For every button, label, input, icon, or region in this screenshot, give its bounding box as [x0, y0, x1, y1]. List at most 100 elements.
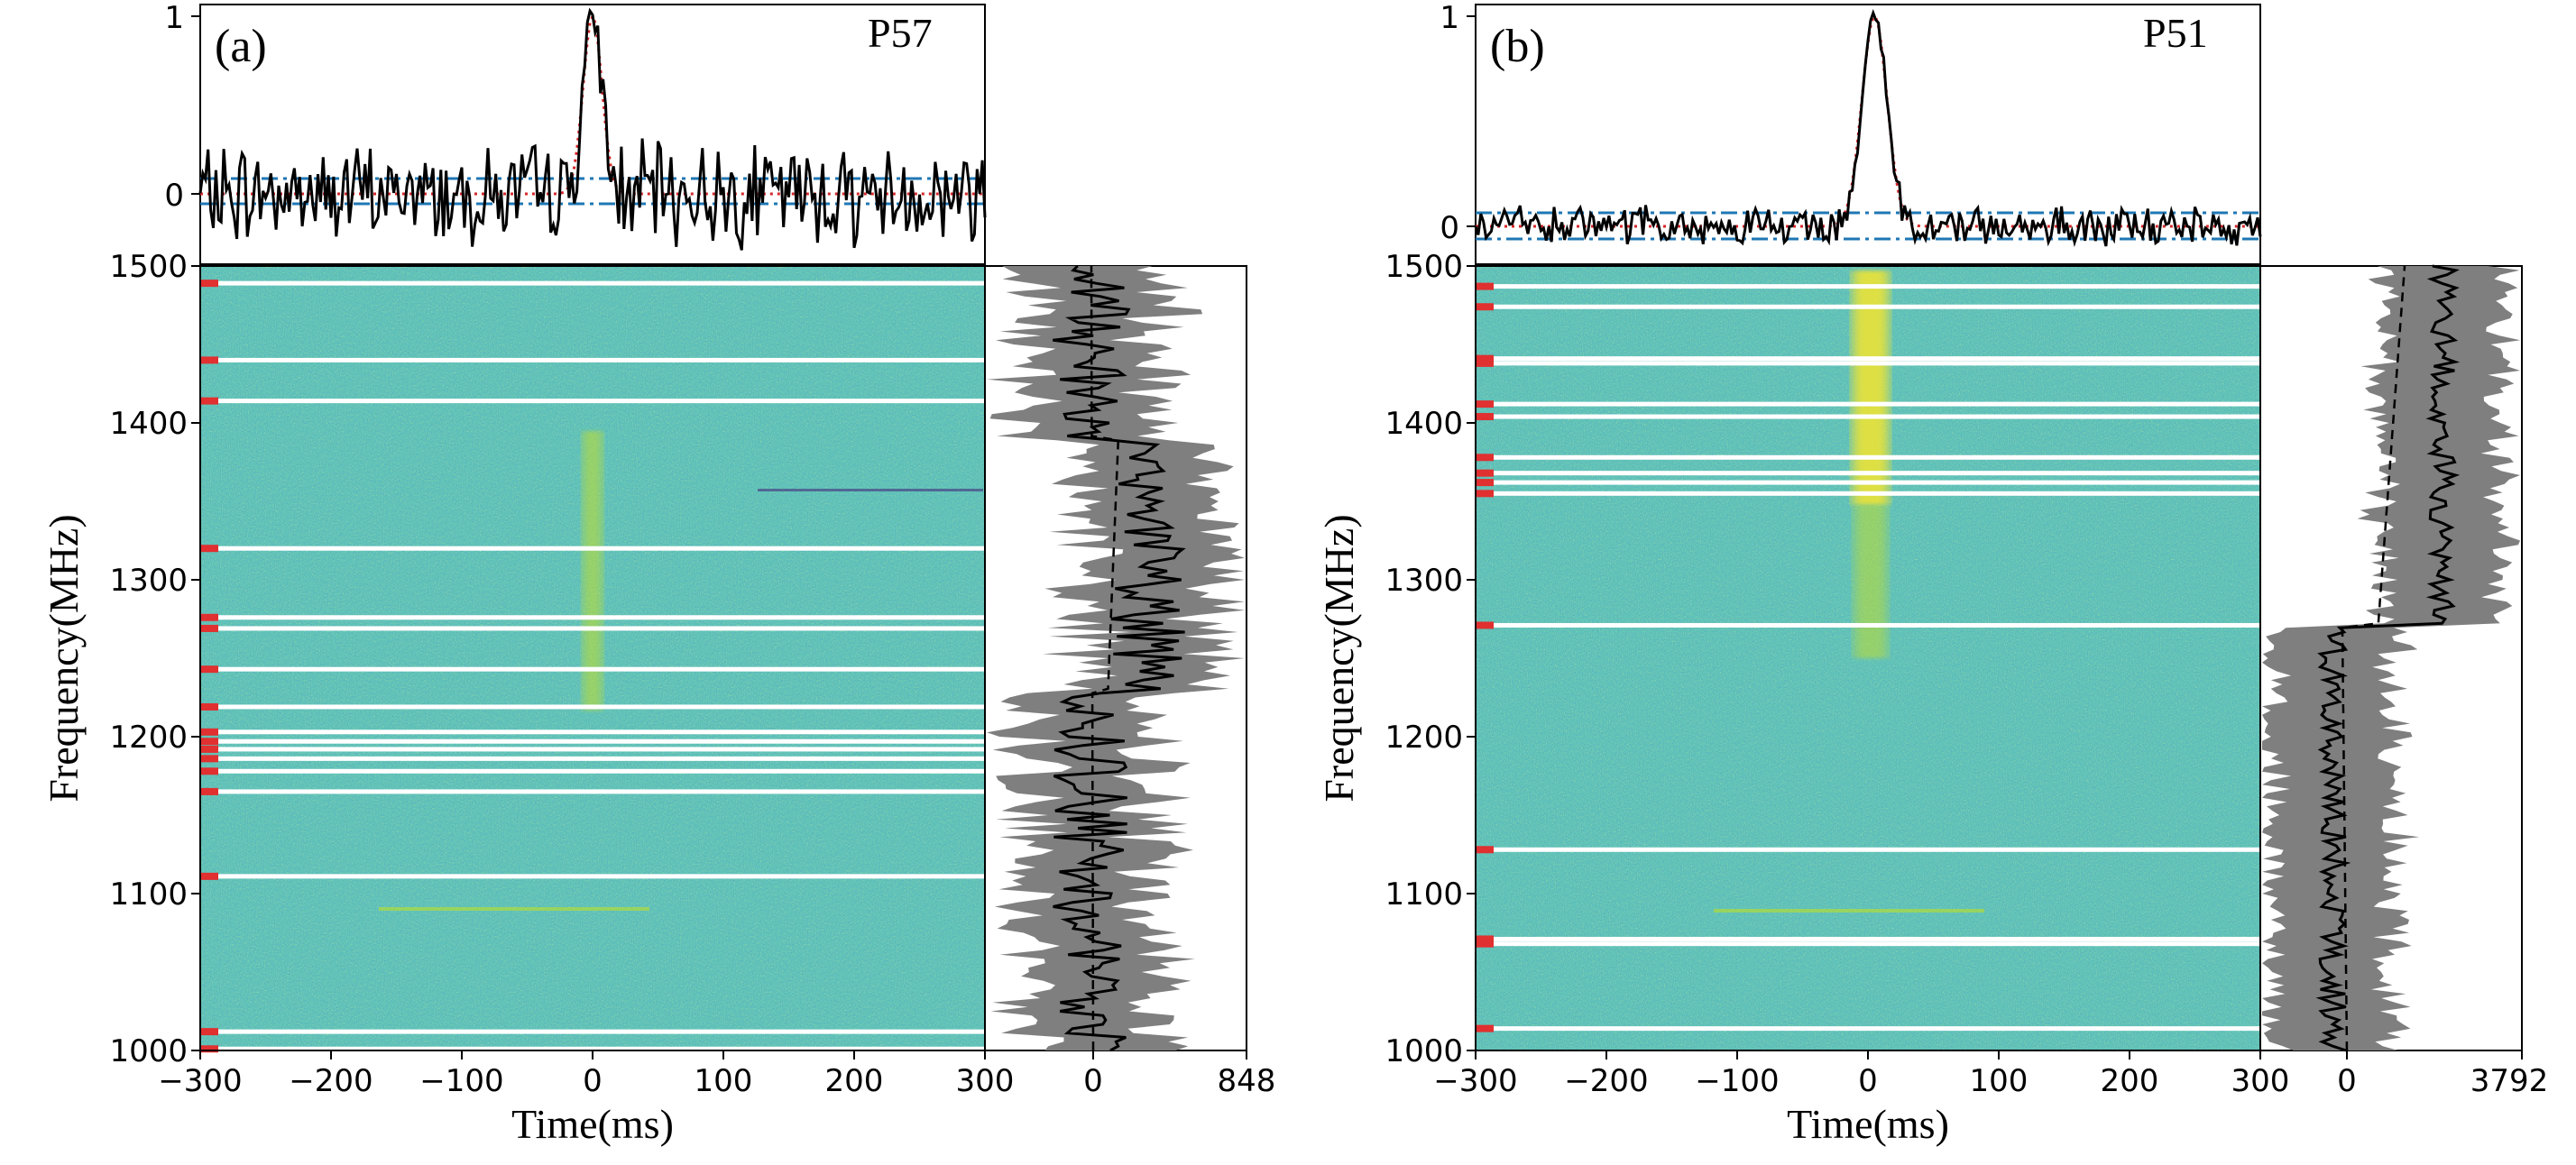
flag-marker: [200, 872, 218, 880]
flag-marker: [200, 624, 218, 632]
x-tick-label: 0: [583, 1063, 603, 1099]
flag-marker: [1476, 354, 1494, 362]
masked-channel: [200, 747, 985, 752]
x-tick-label: 0: [1858, 1063, 1878, 1099]
x-tick-label: 100: [695, 1063, 753, 1099]
masked-channel: [200, 666, 985, 672]
flag-marker: [1476, 454, 1494, 462]
spectrum-fit-a: [1090, 266, 1120, 1050]
masked-channel: [1476, 936, 2260, 941]
y-axis-a: 1000 1100 1200 1300 1400 1500: [109, 249, 200, 1069]
flag-markers-b: [1476, 282, 1494, 1032]
flag-marker: [1476, 1024, 1494, 1032]
x-tick-label: −300: [158, 1063, 242, 1099]
rfi-streak-b: [1714, 909, 1984, 913]
flag-marker: [1476, 490, 1494, 498]
masked-channel: [200, 357, 985, 362]
pulse-signal-b-lower: [1854, 505, 1887, 658]
flag-marker: [200, 1045, 218, 1053]
flag-marker: [1476, 846, 1494, 854]
flag-marker: [200, 755, 218, 763]
y-tick-label: 1000: [1385, 1033, 1463, 1069]
rfi-streak-a2: [758, 489, 983, 491]
spectrum-fit-b: [2341, 265, 2406, 1051]
x-tick-label: −100: [1695, 1063, 1779, 1099]
masked-channel: [200, 615, 985, 620]
masked-channel: [1476, 471, 2260, 476]
masked-channel: [200, 280, 985, 286]
masked-channels-b: [1476, 284, 2260, 1032]
masked-channel: [1476, 491, 2260, 496]
flag-marker: [1476, 359, 1494, 367]
y-tick-label: 1300: [1385, 563, 1463, 599]
profile-line-b: [1474, 8, 2262, 248]
flag-marker: [1476, 940, 1494, 948]
x-axis-a: −300 −200 −100 0 100 200 300: [158, 1050, 1014, 1099]
pulse-signal-b: [1853, 271, 1889, 505]
spectrum-line-b: [2315, 264, 2461, 1052]
flag-marker: [1476, 479, 1494, 487]
y-axis-b: 1000 1100 1200 1300 1400 1500: [1385, 249, 1476, 1069]
profile-tick-1-a: 1: [164, 0, 184, 36]
x-tick-label: −300: [1433, 1063, 1517, 1099]
profile-line-a: [198, 7, 987, 251]
spectrum-tick-max-b: 3792: [2470, 1063, 2549, 1099]
flag-marker: [1476, 400, 1494, 408]
masked-channel: [1476, 304, 2260, 309]
x-tick-label: −200: [289, 1063, 373, 1099]
masked-channel: [200, 729, 985, 735]
y-axis-label-a: Frequency(MHz): [41, 514, 87, 802]
masked-channel: [1476, 414, 2260, 419]
masked-channel: [200, 874, 985, 879]
x-tick-label: 200: [2101, 1063, 2159, 1099]
spectrum-tick-0-a: 0: [1083, 1063, 1103, 1099]
spectrum-tick-max-a: 848: [1218, 1063, 1276, 1099]
masked-channel: [1476, 401, 2260, 407]
flag-marker: [200, 728, 218, 736]
masked-channels-a: [200, 280, 985, 1051]
x-axis-b: −300 −200 −100 0 100 200 300: [1433, 1050, 2289, 1099]
flag-marker: [200, 397, 218, 405]
pulse-signal-a: [583, 431, 603, 711]
masked-channel: [1476, 847, 2260, 852]
flag-marker: [200, 738, 218, 746]
panel-label-b: (b): [1490, 21, 1545, 72]
masked-channel: [1476, 454, 2260, 460]
x-axis-label-b: Time(ms): [1787, 1101, 1949, 1147]
flag-marker: [200, 545, 218, 553]
x-tick-label: 300: [2231, 1063, 2290, 1099]
flag-marker: [200, 1028, 218, 1036]
masked-channel: [200, 738, 985, 744]
masked-channel: [1476, 1026, 2260, 1032]
masked-channel: [200, 626, 985, 631]
masked-channel: [1476, 622, 2260, 628]
flag-marker: [1476, 935, 1494, 943]
y-axis-label-b: Frequency(MHz): [1316, 514, 1362, 802]
masked-channel: [200, 1046, 985, 1051]
flag-marker: [200, 665, 218, 674]
profile-tick-1-b: 1: [1440, 0, 1459, 36]
masked-channel: [1476, 356, 2260, 362]
spectrum-tick-0-b: 0: [2337, 1063, 2357, 1099]
y-tick-label: 1200: [109, 720, 188, 756]
y-tick-label: 1300: [109, 563, 188, 599]
y-tick-label: 1100: [1385, 876, 1463, 913]
spectrum-error-band-a: [987, 266, 1245, 1050]
rfi-streak-a: [379, 907, 649, 911]
flag-marker: [1476, 621, 1494, 629]
masked-channel: [200, 546, 985, 551]
y-tick-label: 1000: [109, 1033, 188, 1069]
y-tick-label: 1500: [109, 249, 188, 285]
y-tick-label: 1100: [109, 876, 188, 913]
masked-channel: [200, 399, 985, 404]
flag-marker: [200, 787, 218, 795]
pulse-name-a: P57: [868, 10, 933, 56]
x-tick-label: 300: [956, 1063, 1015, 1099]
masked-channel: [200, 789, 985, 794]
x-tick-label: −100: [419, 1063, 503, 1099]
flag-marker: [200, 613, 218, 621]
flag-marker: [1476, 469, 1494, 477]
masked-channel: [1476, 284, 2260, 289]
panel-b: (b) P51 1 0 0 3792 −300 −200 −100 0 100 20: [1316, 0, 2548, 1147]
